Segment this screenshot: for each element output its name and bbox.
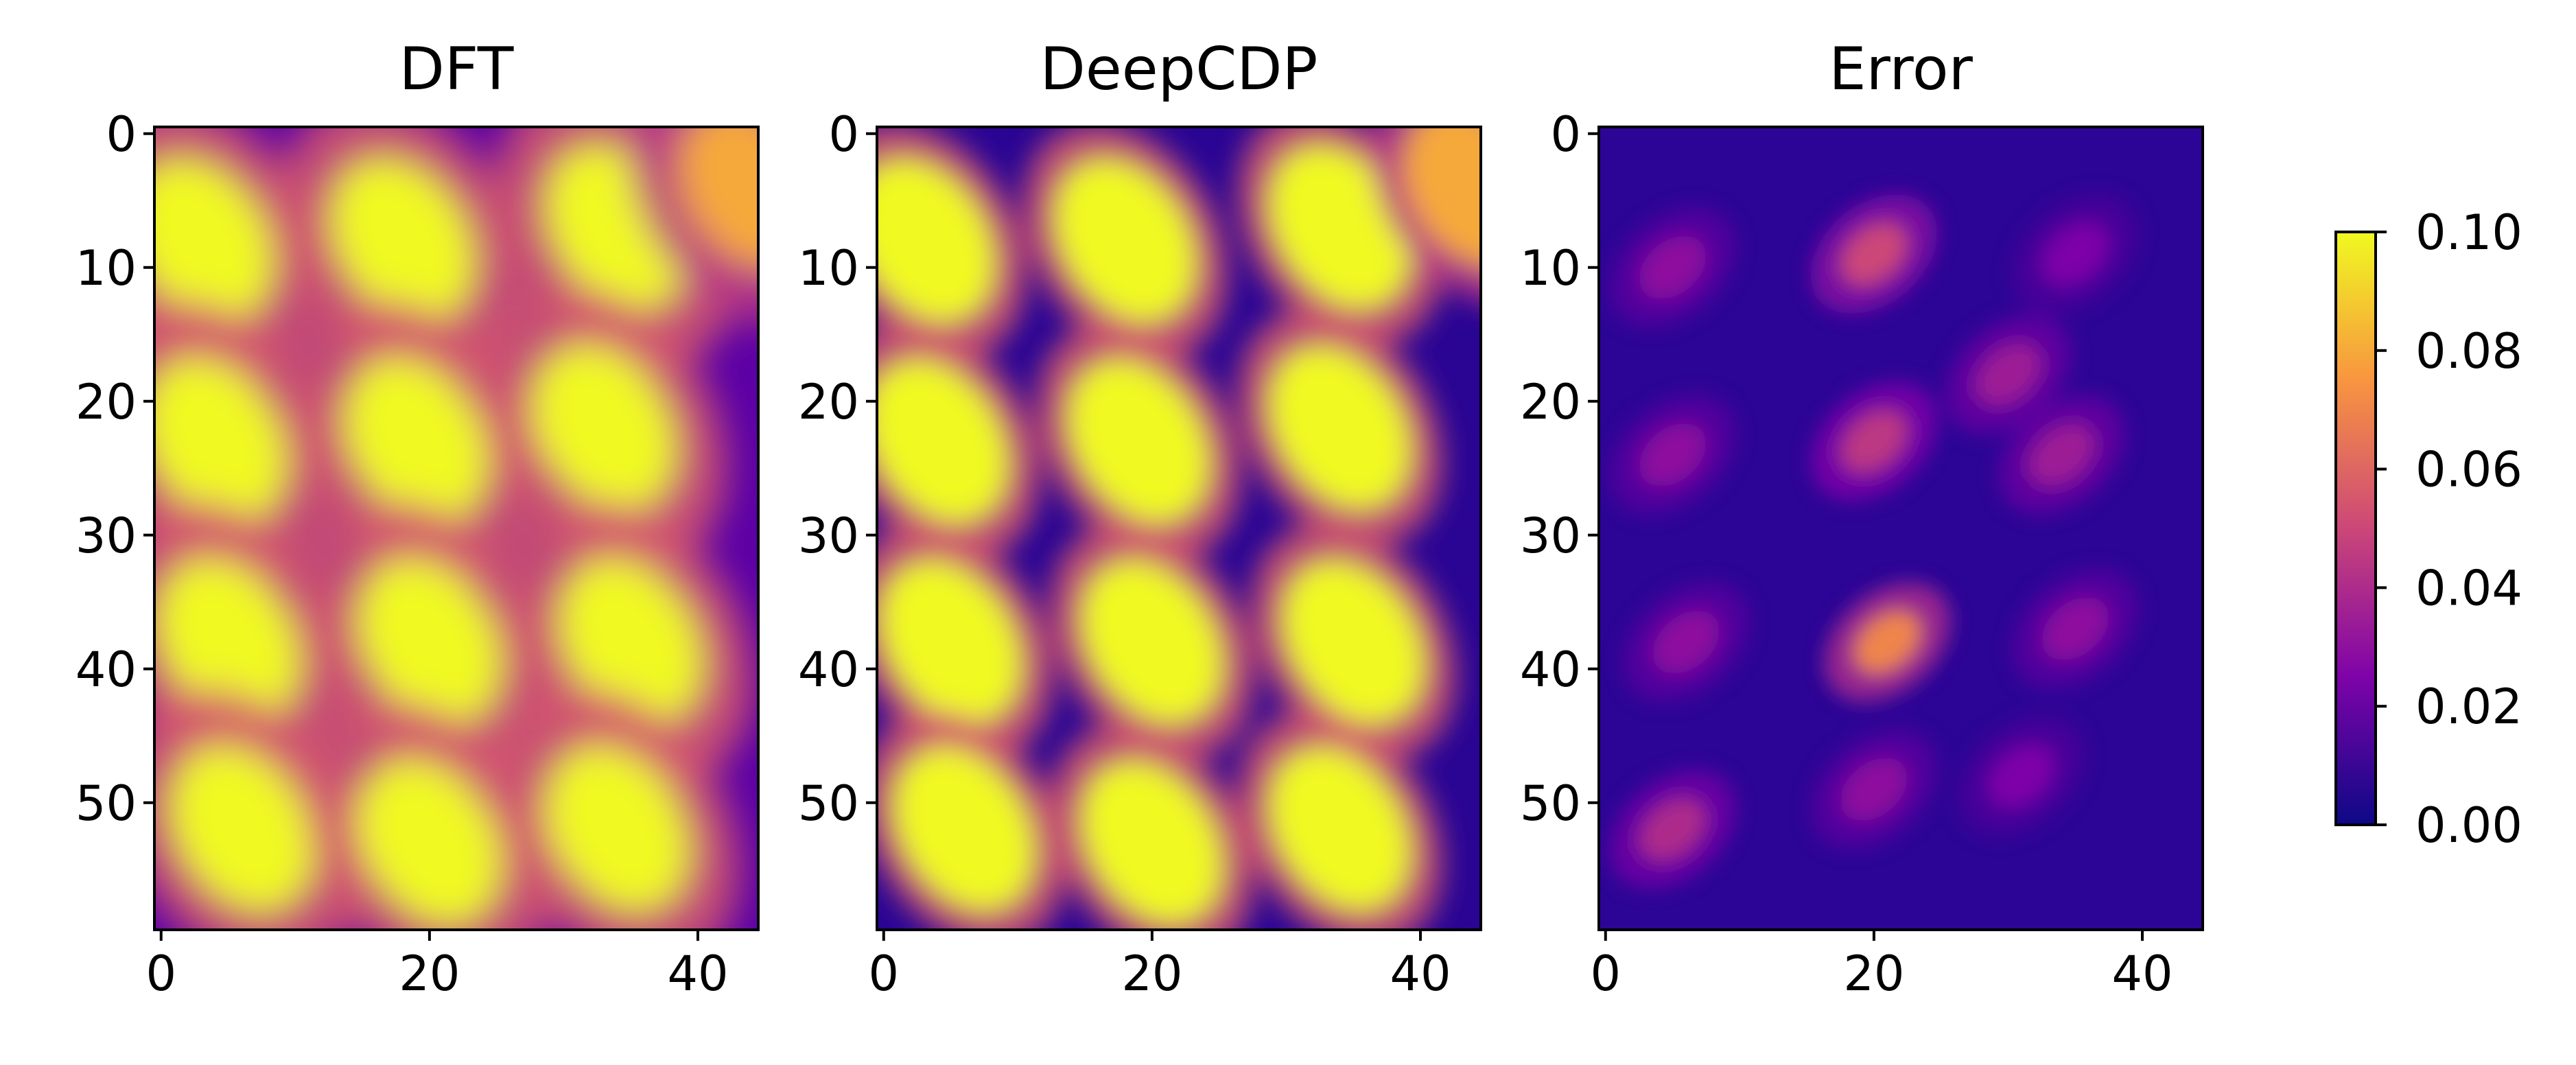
heatmap-blob <box>154 157 274 324</box>
heatmap-blob <box>1269 346 1412 510</box>
heatmap-image <box>877 127 1481 930</box>
heatmap-blob <box>1840 758 1908 821</box>
y-tick-label: 50 <box>75 775 137 832</box>
colorbar-tick-label: 0.04 <box>2415 560 2522 616</box>
heatmap-image <box>154 127 758 930</box>
colorbar-tick-label: 0.00 <box>2415 797 2522 854</box>
axes-frame <box>1597 126 2204 931</box>
axes-frame <box>876 126 1482 931</box>
x-tick-label: 40 <box>667 946 728 1002</box>
heatmap-blob <box>1639 797 1707 861</box>
y-tick-label: 40 <box>75 642 137 698</box>
heatmap-blob <box>877 360 1009 524</box>
heatmap-blob <box>2041 222 2109 286</box>
colorbar-tick-label: 0.08 <box>2415 323 2522 379</box>
y-tick-label: 30 <box>1520 508 1581 564</box>
heatmap-blob <box>1081 761 1223 925</box>
panel-title: DFT <box>399 35 514 104</box>
y-tick-label: 40 <box>798 642 859 698</box>
heatmap-blob <box>1988 744 2055 808</box>
heatmap-blob <box>1853 610 1921 674</box>
panel-error: Error 0 20 40 0 10 20 30 40 50 <box>1520 35 2204 1002</box>
heatmap-blob <box>2041 597 2109 661</box>
panel-deepcdp: DeepCDP 0 20 40 0 10 20 30 40 50 <box>798 35 1482 1002</box>
heatmap-blob <box>1282 560 1425 724</box>
panel-title: Error <box>1829 35 1973 104</box>
y-tick-label: 0 <box>1550 106 1581 163</box>
heatmap-blob <box>558 559 704 725</box>
heatmap-blob <box>1403 127 1481 269</box>
colorbar: 0.00 0.02 0.04 0.06 0.08 0.10 <box>2334 204 2522 854</box>
heatmap-blob <box>1639 235 1707 299</box>
x-tick-label: 0 <box>146 946 177 1002</box>
heatmap-blob <box>531 344 677 511</box>
heatmap-blob <box>893 747 1035 911</box>
y-tick-label: 50 <box>798 775 859 832</box>
heatmap-blob <box>343 358 489 525</box>
y-tick-label: 20 <box>798 374 859 430</box>
panel-dft: DFT 0 20 40 0 10 20 30 40 50 <box>75 35 760 1002</box>
colorbar-tick-label: 0.02 <box>2415 679 2522 735</box>
heatmap-blob <box>544 746 690 913</box>
colorbar-tick-label: 0.10 <box>2415 204 2522 261</box>
heatmap-blob <box>1081 560 1223 724</box>
y-tick-label: 30 <box>798 508 859 564</box>
heatmap-blob <box>1639 423 1707 487</box>
x-tick-label: 20 <box>399 946 460 1002</box>
heatmap-blob <box>1067 360 1210 524</box>
colorbar-tick-label: 0.06 <box>2415 442 2522 498</box>
panel-title: DeepCDP <box>1040 35 1318 104</box>
y-tick-label: 50 <box>1520 775 1581 832</box>
heatmap-blob <box>154 358 288 525</box>
heatmap-blob <box>329 157 476 324</box>
heatmap-blob <box>877 159 995 323</box>
heatmap-blob <box>356 760 502 926</box>
y-tick-label: 30 <box>75 508 137 564</box>
y-tick-label: 20 <box>1520 374 1581 430</box>
y-tick-label: 10 <box>798 240 859 296</box>
heatmap-blob <box>1054 159 1197 323</box>
heatmap-blob <box>1840 222 1908 286</box>
colorbar-gradient <box>2334 231 2377 826</box>
heatmap-blob <box>1652 610 1720 674</box>
x-tick-label: 40 <box>2111 946 2173 1002</box>
y-tick-label: 0 <box>106 106 137 163</box>
y-tick-label: 10 <box>75 240 137 296</box>
heatmap-blob <box>1269 145 1412 309</box>
y-tick-label: 10 <box>1520 240 1581 296</box>
axes-frame <box>153 126 760 931</box>
heatmap-image <box>1599 127 2203 930</box>
heatmap-blob <box>2028 423 2096 487</box>
y-tick-label: 20 <box>75 374 137 430</box>
heatmap-blob <box>155 559 301 725</box>
y-tick-label: 40 <box>1520 642 1581 698</box>
heatmap-blob <box>679 127 758 270</box>
x-tick-label: 40 <box>1390 946 1451 1002</box>
x-tick-label: 20 <box>1843 946 1904 1002</box>
heatmap-blob <box>1974 342 2042 406</box>
heatmap-blob <box>1840 410 1908 473</box>
heatmap-blob <box>1269 747 1412 911</box>
x-tick-label: 0 <box>1591 946 1621 1002</box>
x-tick-label: 0 <box>869 946 900 1002</box>
x-tick-label: 20 <box>1121 946 1182 1002</box>
y-tick-label: 0 <box>828 106 859 163</box>
heatmap-blob <box>880 560 1022 724</box>
heatmap-blob <box>169 746 315 913</box>
heatmap-blob <box>356 559 502 725</box>
